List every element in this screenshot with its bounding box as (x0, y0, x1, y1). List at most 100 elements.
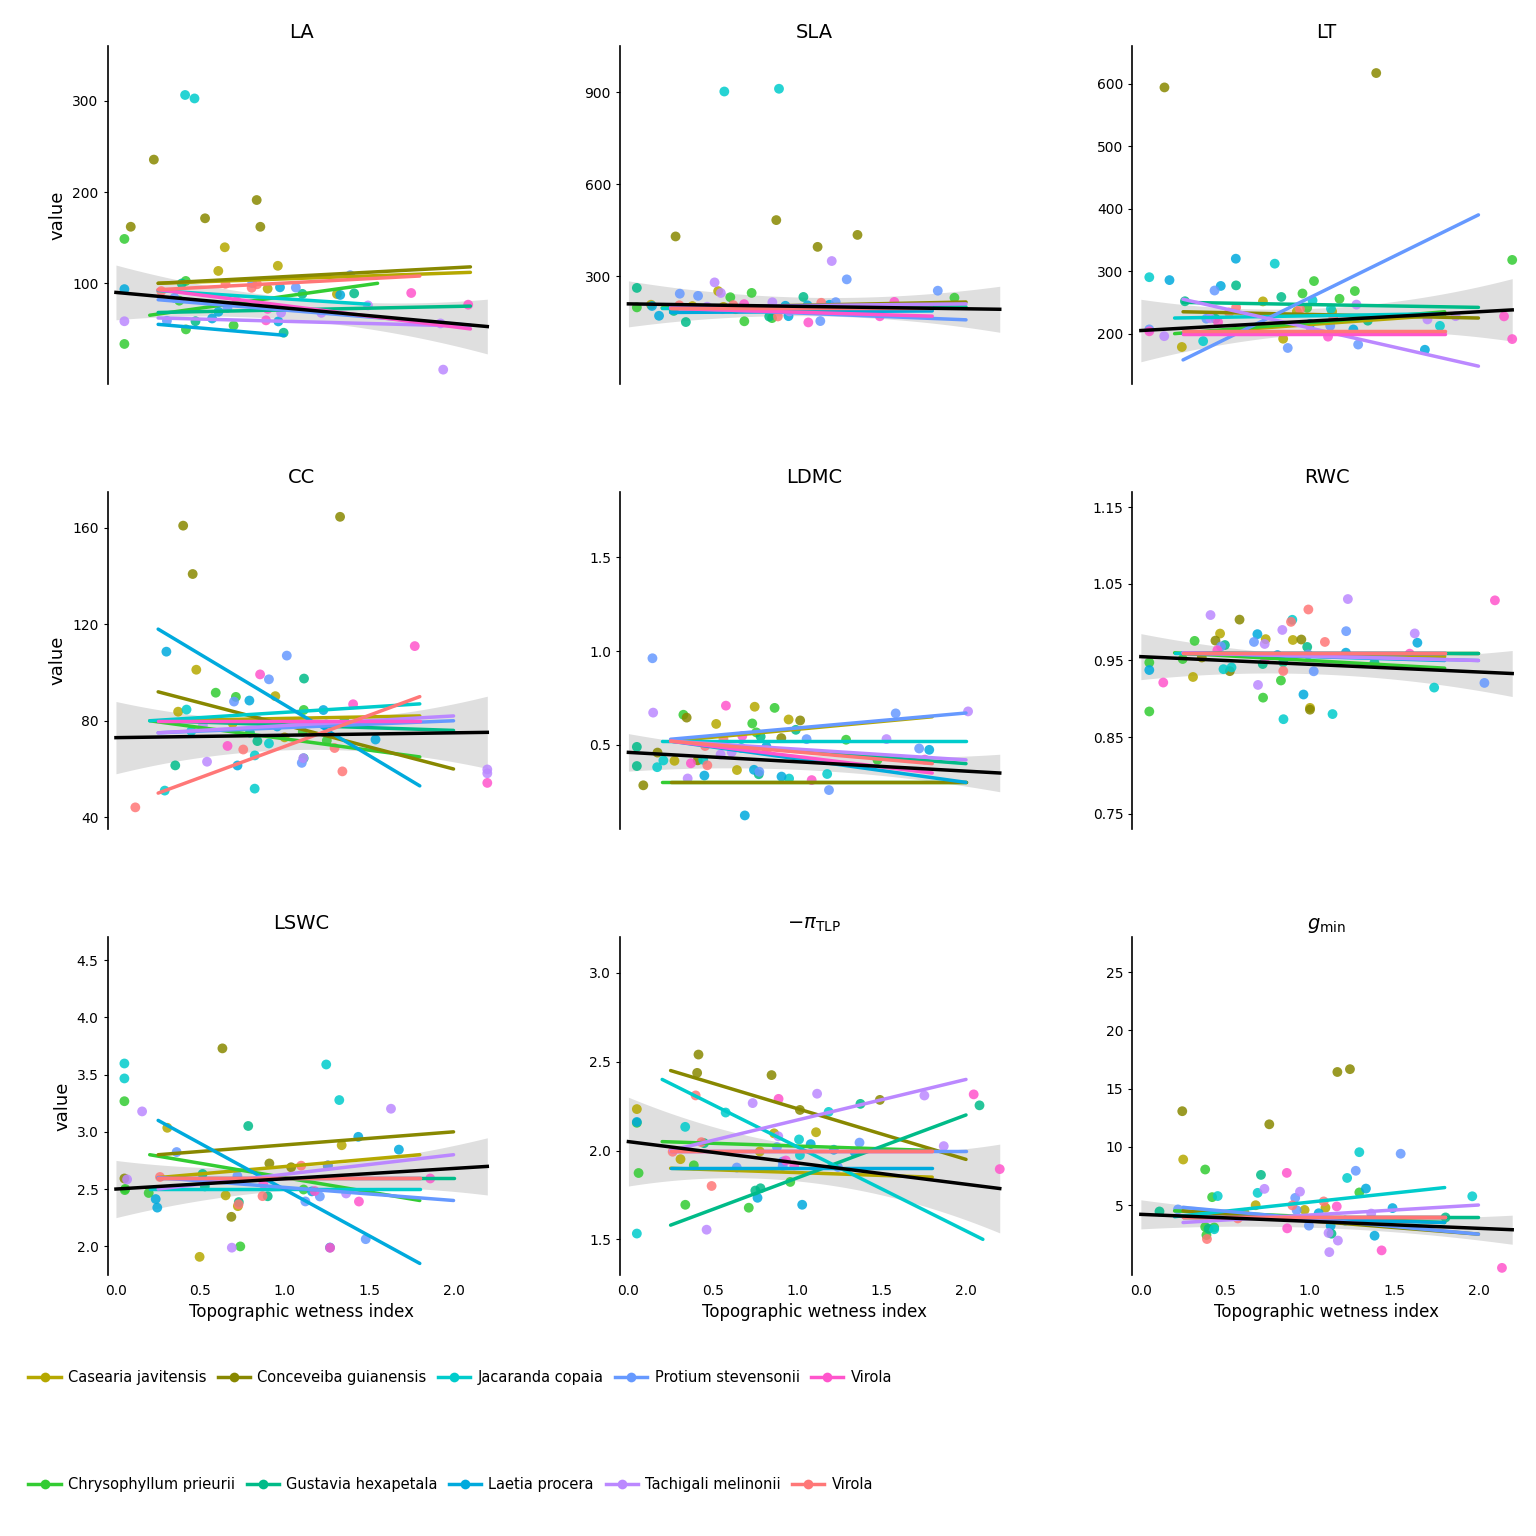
Point (771, 1149, 796, 1174)
Point (280, 1155, 304, 1180)
Point (123, 796, 147, 820)
Point (805, 1081, 829, 1106)
Title: $-\pi_{\mathsf{TLP}}$: $-\pi_{\mathsf{TLP}}$ (786, 915, 842, 934)
Point (645, 754, 670, 779)
Title: $g_{\mathsf{min}}$: $g_{\mathsf{min}}$ (1307, 915, 1346, 935)
Point (1270, 327, 1295, 352)
Point (166, 699, 190, 723)
Point (1249, 1163, 1273, 1187)
Point (244, 272, 269, 296)
Point (1359, 1201, 1384, 1226)
Point (399, 281, 424, 306)
Title: CC: CC (289, 468, 315, 487)
Point (1405, 630, 1430, 654)
Point (226, 1190, 250, 1215)
Point (1296, 598, 1321, 622)
Point (627, 1161, 651, 1186)
Point (1197, 1217, 1221, 1241)
Point (770, 765, 794, 790)
Point (733, 803, 757, 828)
Point (719, 740, 743, 765)
Point (313, 713, 338, 737)
Point (693, 763, 717, 788)
Point (1295, 295, 1319, 319)
Point (1283, 1186, 1307, 1210)
Point (183, 309, 207, 333)
Legend: Chrysophyllum prieurii, Gustavia hexapetala, Laetia procera, Tachigali melinonii: Chrysophyllum prieurii, Gustavia hexapet… (23, 1471, 879, 1498)
Point (154, 639, 178, 664)
Point (842, 1140, 866, 1164)
Point (664, 224, 688, 249)
Point (147, 1164, 172, 1189)
Point (791, 284, 816, 309)
Point (329, 1134, 353, 1158)
Point (777, 1169, 802, 1193)
Point (293, 1189, 318, 1213)
Point (730, 723, 754, 748)
Point (1206, 310, 1230, 335)
Point (238, 720, 263, 745)
Point (1327, 287, 1352, 312)
Point (1284, 300, 1309, 324)
Point (170, 513, 195, 538)
Point (799, 1132, 823, 1157)
Point (174, 269, 198, 293)
Point (174, 697, 198, 722)
Point (112, 1178, 137, 1203)
Point (639, 293, 664, 318)
Point (324, 281, 349, 306)
Point (257, 667, 281, 691)
Point (240, 270, 264, 295)
Point (1292, 682, 1316, 707)
Point (725, 1155, 750, 1180)
Point (1137, 699, 1161, 723)
Point (777, 300, 802, 324)
Point (237, 688, 261, 713)
Point (708, 742, 733, 766)
Point (720, 293, 745, 318)
Point (289, 1154, 313, 1178)
Point (1253, 645, 1278, 670)
Point (1193, 306, 1218, 330)
Point (691, 748, 716, 773)
Point (1295, 634, 1319, 659)
Point (221, 690, 246, 714)
Point (309, 301, 333, 326)
Point (743, 720, 768, 745)
Point (300, 1180, 324, 1204)
Point (327, 504, 352, 528)
Point (868, 1087, 892, 1112)
Point (174, 316, 198, 341)
Point (757, 304, 782, 329)
Point (1427, 313, 1452, 338)
Point (733, 309, 757, 333)
Point (1402, 621, 1427, 645)
Point (112, 309, 137, 333)
Point (187, 1244, 212, 1269)
Point (343, 281, 367, 306)
Point (680, 293, 705, 318)
Point (1172, 289, 1197, 313)
Point (1201, 1215, 1226, 1240)
Y-axis label: value: value (49, 636, 66, 685)
Point (834, 728, 859, 753)
Point (803, 1120, 828, 1144)
Point (112, 1051, 137, 1075)
Point (763, 207, 788, 232)
Point (673, 1192, 697, 1217)
Point (816, 762, 840, 786)
Point (1298, 697, 1322, 722)
Point (1193, 1157, 1218, 1181)
Point (782, 1154, 806, 1178)
Point (1181, 665, 1206, 690)
Point (760, 306, 785, 330)
Point (808, 309, 833, 333)
Point (660, 1140, 685, 1164)
Point (1413, 338, 1438, 362)
Point (247, 662, 272, 687)
Point (215, 295, 240, 319)
Point (776, 707, 800, 731)
Point (674, 705, 699, 730)
Point (1318, 1213, 1342, 1238)
Point (874, 727, 899, 751)
